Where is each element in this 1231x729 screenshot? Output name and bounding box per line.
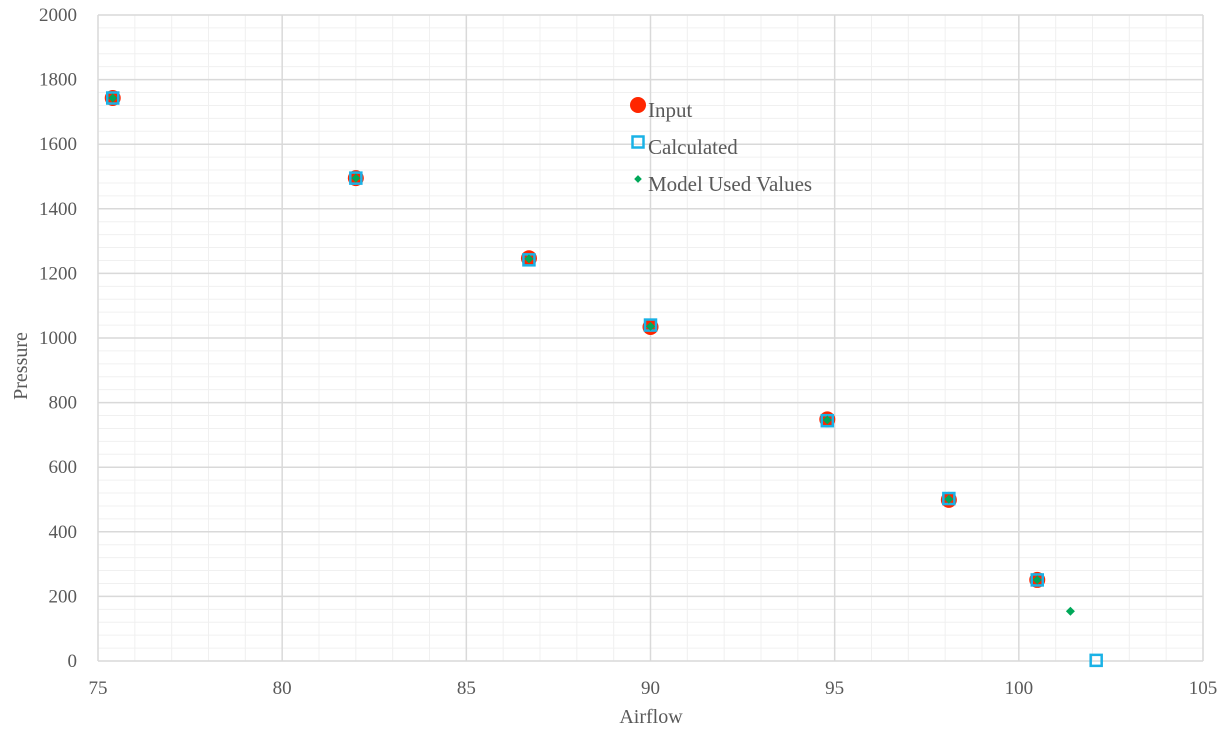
x-tick-label: 80 — [273, 678, 292, 699]
legend-symbol-calculated — [631, 135, 645, 149]
model-used-values-point — [822, 415, 832, 425]
data-markers — [104, 90, 1103, 668]
legend-symbol-model-used-values — [634, 175, 642, 183]
y-axis-tick-labels: 0 200 400 600 800 1000 1200 1400 1600 1800 2000 — [39, 5, 77, 672]
model-used-values-point — [1032, 575, 1042, 585]
y-tick-label: 400 — [49, 522, 78, 543]
y-tick-label: 1400 — [39, 199, 77, 220]
series-calculated — [105, 91, 1103, 668]
model-used-values-point — [524, 254, 534, 264]
x-tick-label: 95 — [825, 678, 844, 699]
y-tick-label: 1600 — [39, 134, 77, 155]
x-tick-label: 90 — [641, 678, 660, 699]
legend-label-input: Input — [648, 98, 692, 122]
legend-marker — [634, 175, 642, 183]
x-axis-tick-labels: 75 80 85 90 95 100 105 — [89, 678, 1218, 699]
calculated-point — [349, 171, 363, 185]
y-tick-label: 1800 — [39, 70, 77, 91]
calculated-point — [942, 491, 956, 506]
x-tick-label: 85 — [457, 678, 476, 699]
legend-label-model-used-values: Model Used Values — [648, 172, 812, 196]
y-tick-label: 1200 — [39, 263, 77, 284]
model-used-values-point — [351, 173, 361, 183]
y-tick-label: 600 — [49, 457, 78, 478]
y-tick-label: 0 — [68, 651, 78, 672]
x-tick-label: 75 — [89, 678, 108, 699]
calculated-point — [105, 91, 120, 105]
legend-item-calculated: Calculated — [631, 135, 738, 159]
legend-marker — [630, 97, 646, 113]
y-tick-label: 1000 — [39, 328, 77, 349]
y-tick-label: 200 — [49, 586, 78, 607]
x-axis-title: Airflow — [619, 706, 683, 728]
x-tick-label: 100 — [1005, 678, 1034, 699]
model-used-values-point — [944, 494, 954, 504]
legend-label-calculated: Calculated — [648, 135, 738, 159]
x-tick-label: 105 — [1189, 678, 1218, 699]
model-used-values-point — [108, 93, 118, 103]
model-used-values-point — [646, 321, 655, 331]
y-tick-label: 800 — [49, 393, 78, 414]
legend-item-model-used-values: Model Used Values — [634, 172, 812, 196]
y-axis-title: Pressure — [10, 332, 32, 400]
model-used-values-point — [1065, 606, 1075, 616]
legend-marker — [631, 135, 645, 149]
calculated-point — [820, 413, 835, 428]
legend-symbol-input — [630, 97, 646, 113]
legend-item-input: Input — [630, 97, 692, 122]
series-model-used-values — [108, 93, 1075, 616]
calculated-point — [1089, 653, 1103, 668]
legend: Input Calculated Model Used Values — [630, 97, 812, 196]
calculated-point — [522, 253, 536, 267]
calculated-point — [1030, 573, 1044, 587]
major-gridlines — [97, 14, 1204, 662]
y-tick-label: 2000 — [39, 5, 77, 26]
